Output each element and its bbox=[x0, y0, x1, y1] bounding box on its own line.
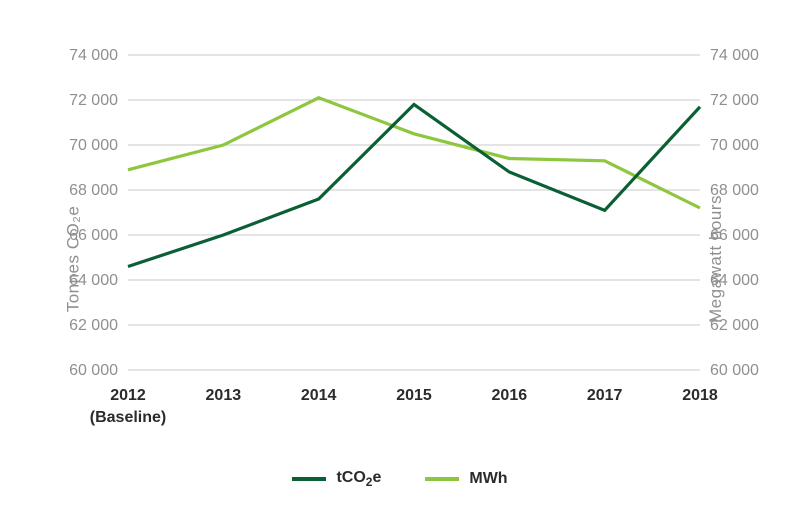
xtick: 2012 bbox=[110, 387, 146, 404]
ytick-left: 68 000 bbox=[69, 182, 118, 199]
y-axis-left-title: Tonnes CO₂e bbox=[63, 205, 83, 312]
legend-item-tco2e: tCO2e bbox=[292, 469, 381, 489]
xtick: 2016 bbox=[492, 387, 528, 404]
series-tCO2e bbox=[128, 105, 700, 267]
series-MWh bbox=[128, 98, 700, 208]
legend-label-mwh: MWh bbox=[469, 470, 507, 488]
legend-swatch-tco2e bbox=[292, 477, 326, 481]
legend: tCO2e MWh bbox=[0, 469, 800, 489]
ytick-left: 74 000 bbox=[69, 47, 118, 64]
chart-svg: 60 00060 00062 00062 00064 00064 00066 0… bbox=[0, 0, 800, 517]
xtick: 2018 bbox=[682, 387, 718, 404]
emissions-energy-chart: Tonnes CO₂e Megawatt hours 60 000 60 000 6… bbox=[0, 0, 800, 517]
xtick: 2015 bbox=[396, 387, 432, 404]
ytick-left: 70 000 bbox=[69, 137, 118, 154]
legend-swatch-mwh bbox=[425, 477, 459, 481]
ytick-right: 74 000 bbox=[710, 47, 759, 64]
xtick: 2014 bbox=[301, 387, 337, 404]
xtick: 2017 bbox=[587, 387, 623, 404]
ytick-right: 72 000 bbox=[710, 92, 759, 109]
legend-label-tco2e: tCO2e bbox=[336, 469, 381, 489]
legend-item-mwh: MWh bbox=[425, 469, 507, 489]
xtick: 2013 bbox=[206, 387, 242, 404]
ytick-right: 70 000 bbox=[710, 137, 759, 154]
ytick-left: 72 000 bbox=[69, 92, 118, 109]
xtick-sub: (Baseline) bbox=[90, 409, 166, 426]
ytick-left: 60 000 bbox=[69, 362, 118, 379]
y-axis-right-title: Megawatt hours bbox=[706, 195, 726, 323]
ytick-right: 60 000 bbox=[710, 362, 759, 379]
ytick-left: 62 000 bbox=[69, 317, 118, 334]
